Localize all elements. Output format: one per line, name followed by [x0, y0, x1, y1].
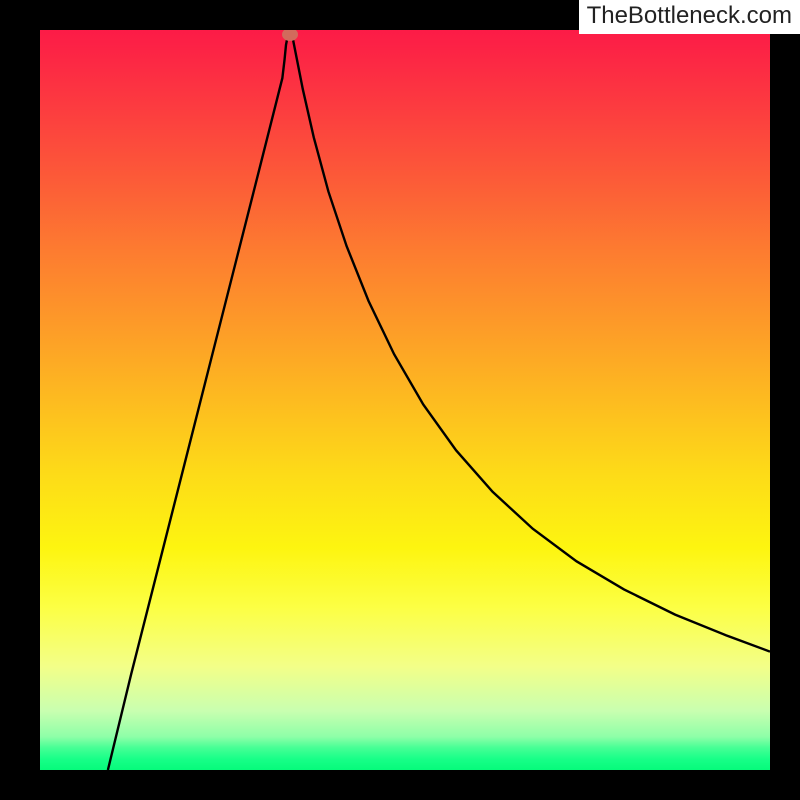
bottleneck-chart: [0, 0, 800, 800]
chart-container: TheBottleneck.com: [0, 0, 800, 800]
plot-background: [40, 30, 770, 770]
minimum-marker: [283, 28, 298, 40]
watermark-label: TheBottleneck.com: [579, 0, 800, 34]
